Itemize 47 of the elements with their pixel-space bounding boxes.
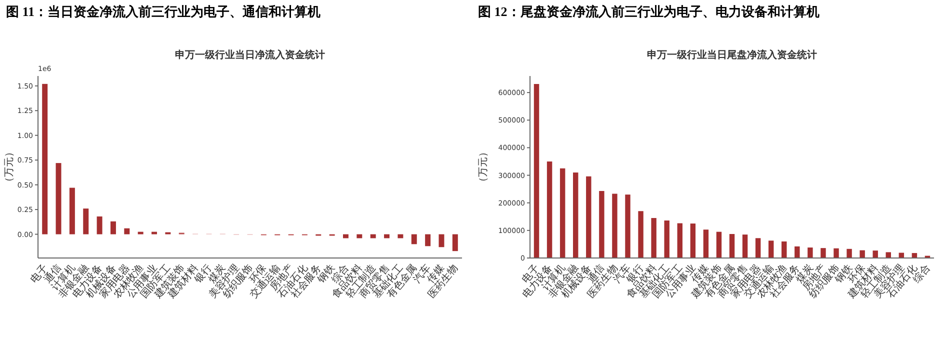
chart-subtitle: 申万一级行业当日净流入资金统计 <box>175 49 325 61</box>
bar <box>651 218 656 258</box>
bar <box>411 234 417 244</box>
bar <box>152 232 157 234</box>
bar <box>586 176 592 258</box>
chart-subtitle: 申万一级行业当日尾盘净流入资金统计 <box>647 49 817 61</box>
bar <box>768 240 774 258</box>
bar <box>425 234 431 246</box>
bar <box>96 216 102 234</box>
bar <box>138 232 144 234</box>
chart-title: 图 12：尾盘资金净流入前三行业为电子、电力设备和计算机 <box>478 4 820 19</box>
chart-title: 图 11：当日资金净流入前三行业为电子、通信和计算机 <box>6 4 321 19</box>
bar <box>755 238 761 258</box>
bar <box>677 223 682 258</box>
bar <box>546 161 552 258</box>
bar <box>124 228 130 234</box>
bar <box>638 211 644 258</box>
bar <box>820 248 826 258</box>
bar <box>56 163 62 234</box>
bar <box>69 188 75 234</box>
bar <box>886 252 891 258</box>
bar <box>729 234 735 258</box>
bar <box>872 250 878 258</box>
bar <box>560 168 566 258</box>
bar <box>742 234 748 258</box>
y-axis-title: （万元） <box>478 147 489 187</box>
bar <box>534 84 540 258</box>
bar <box>664 220 670 258</box>
bar <box>716 232 722 258</box>
bar <box>573 172 578 258</box>
y-axis-title: （万元） <box>4 147 15 187</box>
bar <box>782 241 787 258</box>
bar <box>808 248 813 258</box>
bar <box>834 248 839 258</box>
bar <box>599 190 604 258</box>
bar <box>625 194 630 258</box>
bar <box>612 194 618 258</box>
bar <box>110 221 116 234</box>
bar <box>703 230 709 258</box>
bar <box>452 234 458 252</box>
bar <box>83 208 89 234</box>
bar <box>438 234 444 248</box>
bar <box>690 224 696 258</box>
bar <box>846 248 852 258</box>
bar <box>794 246 800 258</box>
bar <box>42 84 48 234</box>
bar <box>860 250 865 258</box>
